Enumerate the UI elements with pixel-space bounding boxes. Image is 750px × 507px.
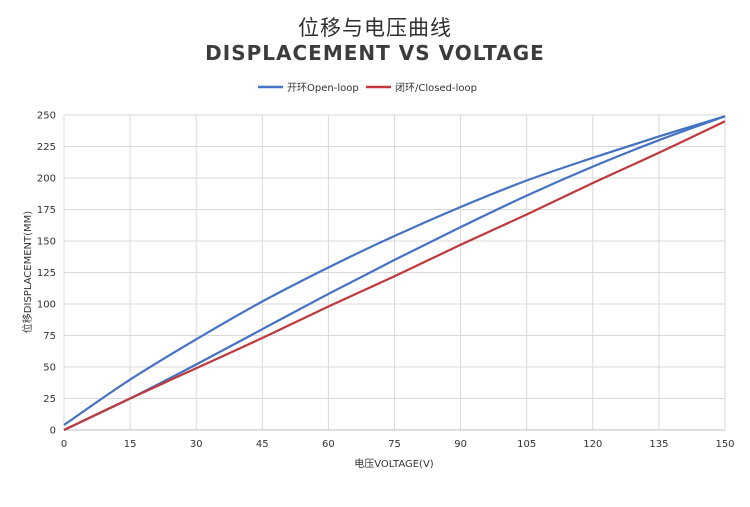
y-tick-label: 0 [50,426,56,437]
y-tick-label: 50 [43,363,56,374]
series-line-0 [63,115,726,426]
x-axis-title: 电压VOLTAGE(V) [354,457,434,470]
x-tick-label: 120 [583,439,602,450]
x-tick-label: 60 [322,439,335,450]
series-line-1 [63,115,726,431]
series-line-2 [63,120,726,431]
y-tick-label: 200 [37,174,56,185]
x-tick-label: 0 [61,439,67,450]
x-tick-label: 150 [715,439,734,450]
series-lines [63,115,726,431]
x-tick-label: 105 [517,439,536,450]
y-tick-label: 150 [37,237,56,248]
x-tick-labels: 0 15 30 45 60 75 90 105 120 135 150 [61,439,735,450]
x-tick-label: 30 [190,439,203,450]
x-tick-label: 75 [388,439,401,450]
chart-title: 位移与电压曲线 [298,16,452,40]
x-tick-label: 90 [454,439,467,450]
y-tick-labels: 0 25 50 75 100 125 150 175 200 225 250 [37,111,56,437]
y-tick-label: 175 [37,205,56,216]
grid-lines [63,114,726,431]
y-tick-label: 100 [37,300,56,311]
x-tick-label: 45 [256,439,269,450]
x-tick-label: 15 [124,439,137,450]
legend: 开环Open-loop 闭环/Closed-loop [258,81,477,94]
y-tick-label: 25 [43,394,56,405]
x-tick-label: 135 [649,439,668,450]
legend-label-closed-loop: 闭环/Closed-loop [395,81,477,94]
legend-label-open-loop: 开环Open-loop [287,83,359,94]
y-tick-label: 250 [37,111,56,122]
y-axis-title: 位移DISPLACEMENT(MM) [21,211,34,333]
y-tick-label: 75 [43,331,56,342]
y-tick-label: 225 [37,142,56,153]
chart-subtitle: DISPLACEMENT VS VOLTAGE [205,41,545,65]
y-tick-label: 125 [37,268,56,279]
